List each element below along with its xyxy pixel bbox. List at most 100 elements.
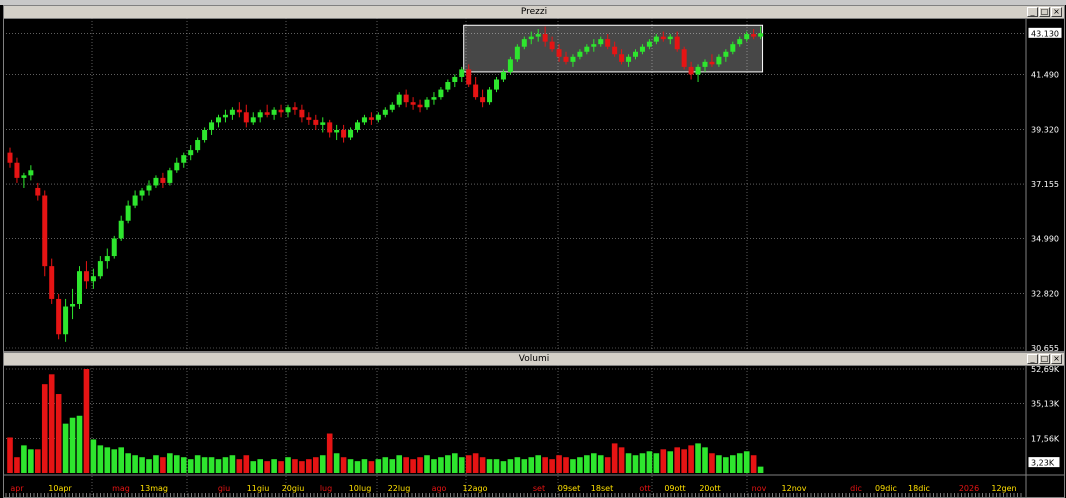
candle-body (403, 94, 409, 103)
volume-bar (723, 457, 729, 473)
candle-body (473, 84, 479, 98)
volume-bar (174, 455, 180, 473)
volume-bar (604, 457, 611, 473)
candle-body (21, 175, 27, 178)
candle-body (257, 112, 263, 118)
volume-bar (264, 461, 270, 473)
close-button[interactable]: × (1051, 354, 1062, 364)
window-top-strip (0, 0, 1066, 5)
candle-body (605, 39, 611, 47)
volume-chart[interactable]: 52,69K 35,13K 17,56K 3,23K apr 10apr mag 13mag g… (4, 365, 1064, 497)
candle-body (111, 238, 117, 257)
volume-bar (472, 453, 479, 473)
candle-body (410, 102, 416, 105)
volume-bar (486, 459, 493, 473)
volume-bar (584, 455, 590, 473)
date-tick-label: ago (432, 484, 447, 493)
volume-bar (368, 461, 375, 473)
candle-body (250, 117, 256, 123)
volume-bar (535, 455, 541, 473)
candle-body (737, 39, 743, 45)
volume-bar (577, 457, 583, 473)
candle-body (452, 76, 458, 83)
candle-body (431, 97, 437, 100)
date-tick-label: lug (320, 484, 332, 493)
volume-panel-title: Volumi (518, 354, 550, 364)
candle-body (494, 79, 499, 90)
candle-body (285, 107, 291, 113)
candle-body (570, 56, 576, 62)
last-volume-tag (1027, 456, 1061, 469)
candle-body (577, 51, 583, 57)
candle-body (667, 36, 673, 40)
date-tick-label: 22lug (388, 484, 411, 493)
volume-bar (493, 459, 500, 473)
volume-bar (417, 457, 423, 473)
candle-body (229, 109, 235, 115)
maximize-button[interactable]: □ (1039, 7, 1050, 17)
candle-body (563, 56, 569, 62)
date-tick-label: mag (112, 484, 130, 493)
price-y-tick: 34.990 (1031, 235, 1059, 244)
volume-y-tick: 35,13K (1031, 400, 1060, 409)
candle-body (612, 46, 618, 55)
candle-body (355, 122, 360, 130)
candle-body (174, 162, 180, 171)
candle-body (35, 187, 41, 196)
minimize-button[interactable]: _ (1027, 354, 1038, 364)
candle-body (327, 122, 333, 133)
date-tick-label: 13mag (140, 484, 168, 493)
volume-bar (375, 459, 382, 473)
candle-body (334, 129, 340, 133)
candle-body (139, 190, 145, 196)
candle-body (382, 109, 388, 115)
volume-bar (591, 453, 597, 473)
candle-body (438, 89, 444, 98)
volume-bar (403, 457, 409, 473)
volume-bar (500, 461, 507, 473)
candle-body (709, 61, 715, 65)
volume-bar (7, 437, 13, 473)
volume-bar (28, 449, 34, 473)
candle-body (556, 49, 562, 57)
candle-body (132, 195, 138, 206)
volume-bar (458, 457, 465, 473)
candle-body (222, 114, 228, 118)
volume-bar (97, 445, 104, 473)
volume-bar (563, 457, 569, 473)
minimize-button[interactable]: _ (1027, 7, 1038, 17)
maximize-button[interactable]: □ (1039, 354, 1050, 364)
price-y-tick: 30.655 (1031, 344, 1059, 351)
candle-body (209, 122, 215, 130)
candle-body (723, 51, 729, 57)
volume-bar (326, 433, 333, 473)
volume-bar (333, 453, 340, 473)
volume-bar (69, 417, 76, 473)
volume-bar (194, 455, 201, 473)
volume-bar (452, 453, 458, 473)
volume-bar (104, 447, 111, 473)
date-tick-label: 12gen (991, 484, 1016, 493)
volume-bar (674, 447, 680, 473)
candle-body (598, 39, 604, 45)
candle-body (487, 89, 493, 103)
candle-body (7, 152, 13, 163)
volume-panel-window-buttons: _ □ × (1027, 354, 1062, 364)
candle-body (299, 109, 305, 118)
volume-bar (716, 455, 722, 473)
candle-body (118, 220, 124, 239)
volume-bar (646, 451, 653, 473)
candle-body (125, 205, 131, 221)
volume-bar (611, 443, 618, 473)
close-button[interactable]: × (1051, 7, 1062, 17)
price-panel-window-buttons: _ □ × (1027, 7, 1062, 17)
candle-body (480, 97, 486, 103)
price-panel-titlebar: Prezzi _ □ × (4, 6, 1064, 19)
candle-body (466, 69, 472, 85)
volume-bar (556, 455, 562, 473)
candle-body (744, 34, 750, 40)
price-chart[interactable]: 43.130 41.490 39.320 37.155 34.990 32.820 30.6… (4, 18, 1064, 351)
date-tick-label: 18dic (908, 484, 930, 493)
candle-body (264, 112, 270, 115)
volume-bar (653, 453, 660, 473)
